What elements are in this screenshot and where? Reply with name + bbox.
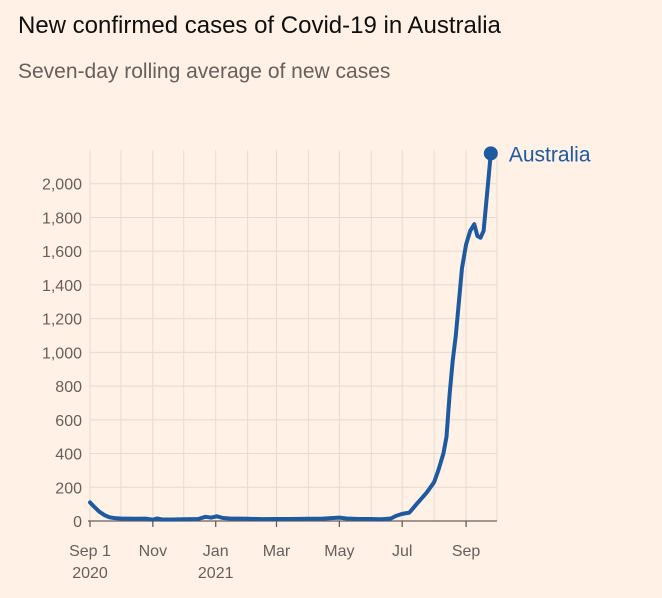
y-tick-label: 1,200 bbox=[42, 312, 82, 329]
x-tick-label: May bbox=[324, 543, 354, 560]
y-tick-label: 400 bbox=[55, 447, 82, 464]
x-tick-label: Jul bbox=[392, 543, 412, 560]
x-tick-label: Mar bbox=[263, 543, 291, 560]
x-tick-sublabel: 2020 bbox=[72, 565, 108, 582]
y-tick-label: 1,400 bbox=[42, 278, 82, 295]
chart-subtitle: Seven-day rolling average of new cases bbox=[18, 60, 391, 83]
x-tick-label: Jan bbox=[203, 543, 229, 560]
x-tick-sublabel: 2021 bbox=[198, 565, 234, 582]
y-tick-label: 0 bbox=[73, 514, 82, 531]
y-tick-label: 200 bbox=[55, 480, 82, 497]
series-end-marker bbox=[483, 146, 498, 161]
x-tick-label: Sep bbox=[452, 543, 481, 560]
x-tick-label: Sep 1 bbox=[69, 543, 111, 560]
y-tick-label: 1,000 bbox=[42, 345, 82, 362]
y-tick-label: 600 bbox=[55, 413, 82, 430]
y-tick-label: 2,000 bbox=[42, 177, 82, 194]
series-line bbox=[88, 151, 493, 522]
y-tick-label: 1,800 bbox=[42, 210, 82, 227]
y-tick-label: 800 bbox=[55, 379, 82, 396]
series-label: Australia bbox=[509, 143, 591, 166]
x-tick-label: Nov bbox=[139, 543, 167, 560]
chart-title: New confirmed cases of Covid-19 in Austr… bbox=[18, 12, 501, 39]
y-tick-label: 1,600 bbox=[42, 244, 82, 261]
